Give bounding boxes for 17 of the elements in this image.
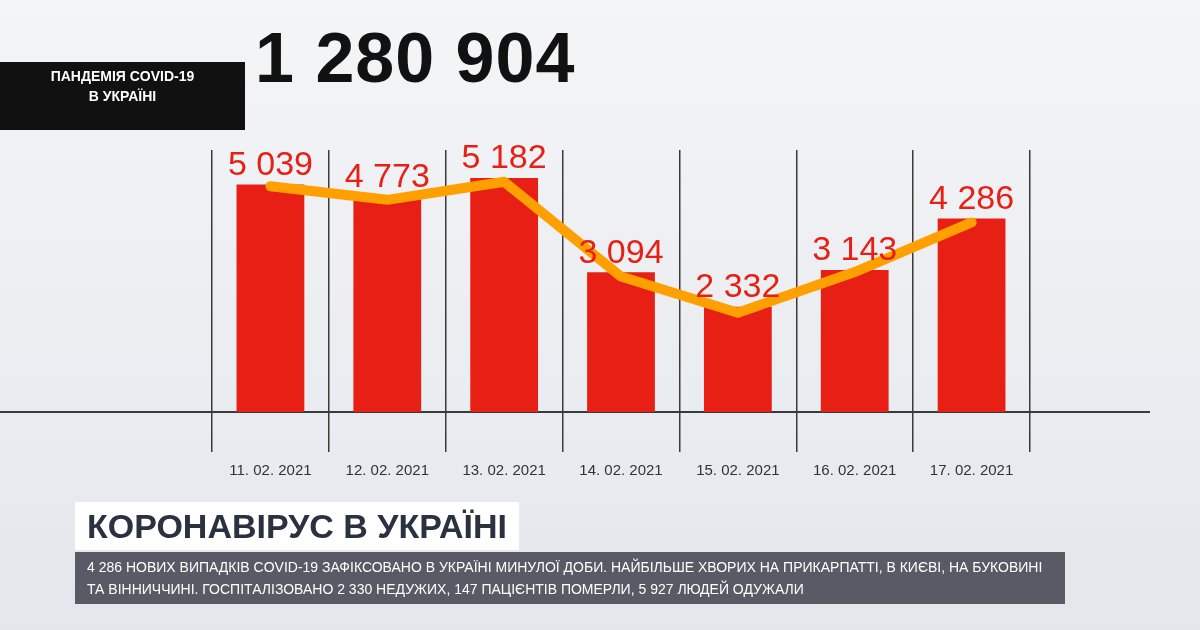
data-label: 4 773	[344, 155, 430, 194]
data-label: 5 039	[227, 143, 313, 182]
data-label: 3 143	[812, 229, 898, 268]
data-label: 5 182	[461, 137, 547, 176]
text: КОРОНАВІРУС В УКРАЇНІ	[75, 502, 519, 550]
chart-subtitle: ПАНДЕМІЯ COVID-19 В УКРАЇНІ	[0, 62, 245, 130]
x-tick-label: 17. 02. 2021	[929, 461, 1014, 479]
text: 4 286 НОВИХ ВИПАДКІВ COVID-19 ЗАФІКСОВАНО В УКРАЇНІ МИНУЛОЇ ДОБИ. НАЙБІЛЬШЕ ХВОРИХ НА ПРИКАРПАТТІ, В КИЄВІ, НА БУКОВИНІ ТА ВІННИЧЧИНІ. ГОСПІТАЛІЗОВАНО 2 330 НЕДУЖИХ, 147 ПАЦІЄНТІВ ПОМЕРЛИ, 5 927 ЛЮДЕЙ ОДУЖАЛИ	[75, 552, 1065, 604]
text: 1 280 904	[255, 18, 576, 98]
data-label: 4 286	[929, 177, 1015, 216]
x-tick-label: 16. 02. 2021	[813, 461, 897, 479]
x-tick-label: 12. 02. 2021	[345, 461, 429, 479]
x-tick-label: 14. 02. 2021	[579, 461, 663, 479]
x-tick-label: 11. 02. 2021	[229, 461, 312, 479]
x-tick-label: 15. 02. 2021	[696, 461, 780, 479]
x-tick-label: 13. 02. 2021	[462, 461, 546, 479]
data-label: 2 332	[695, 266, 781, 305]
